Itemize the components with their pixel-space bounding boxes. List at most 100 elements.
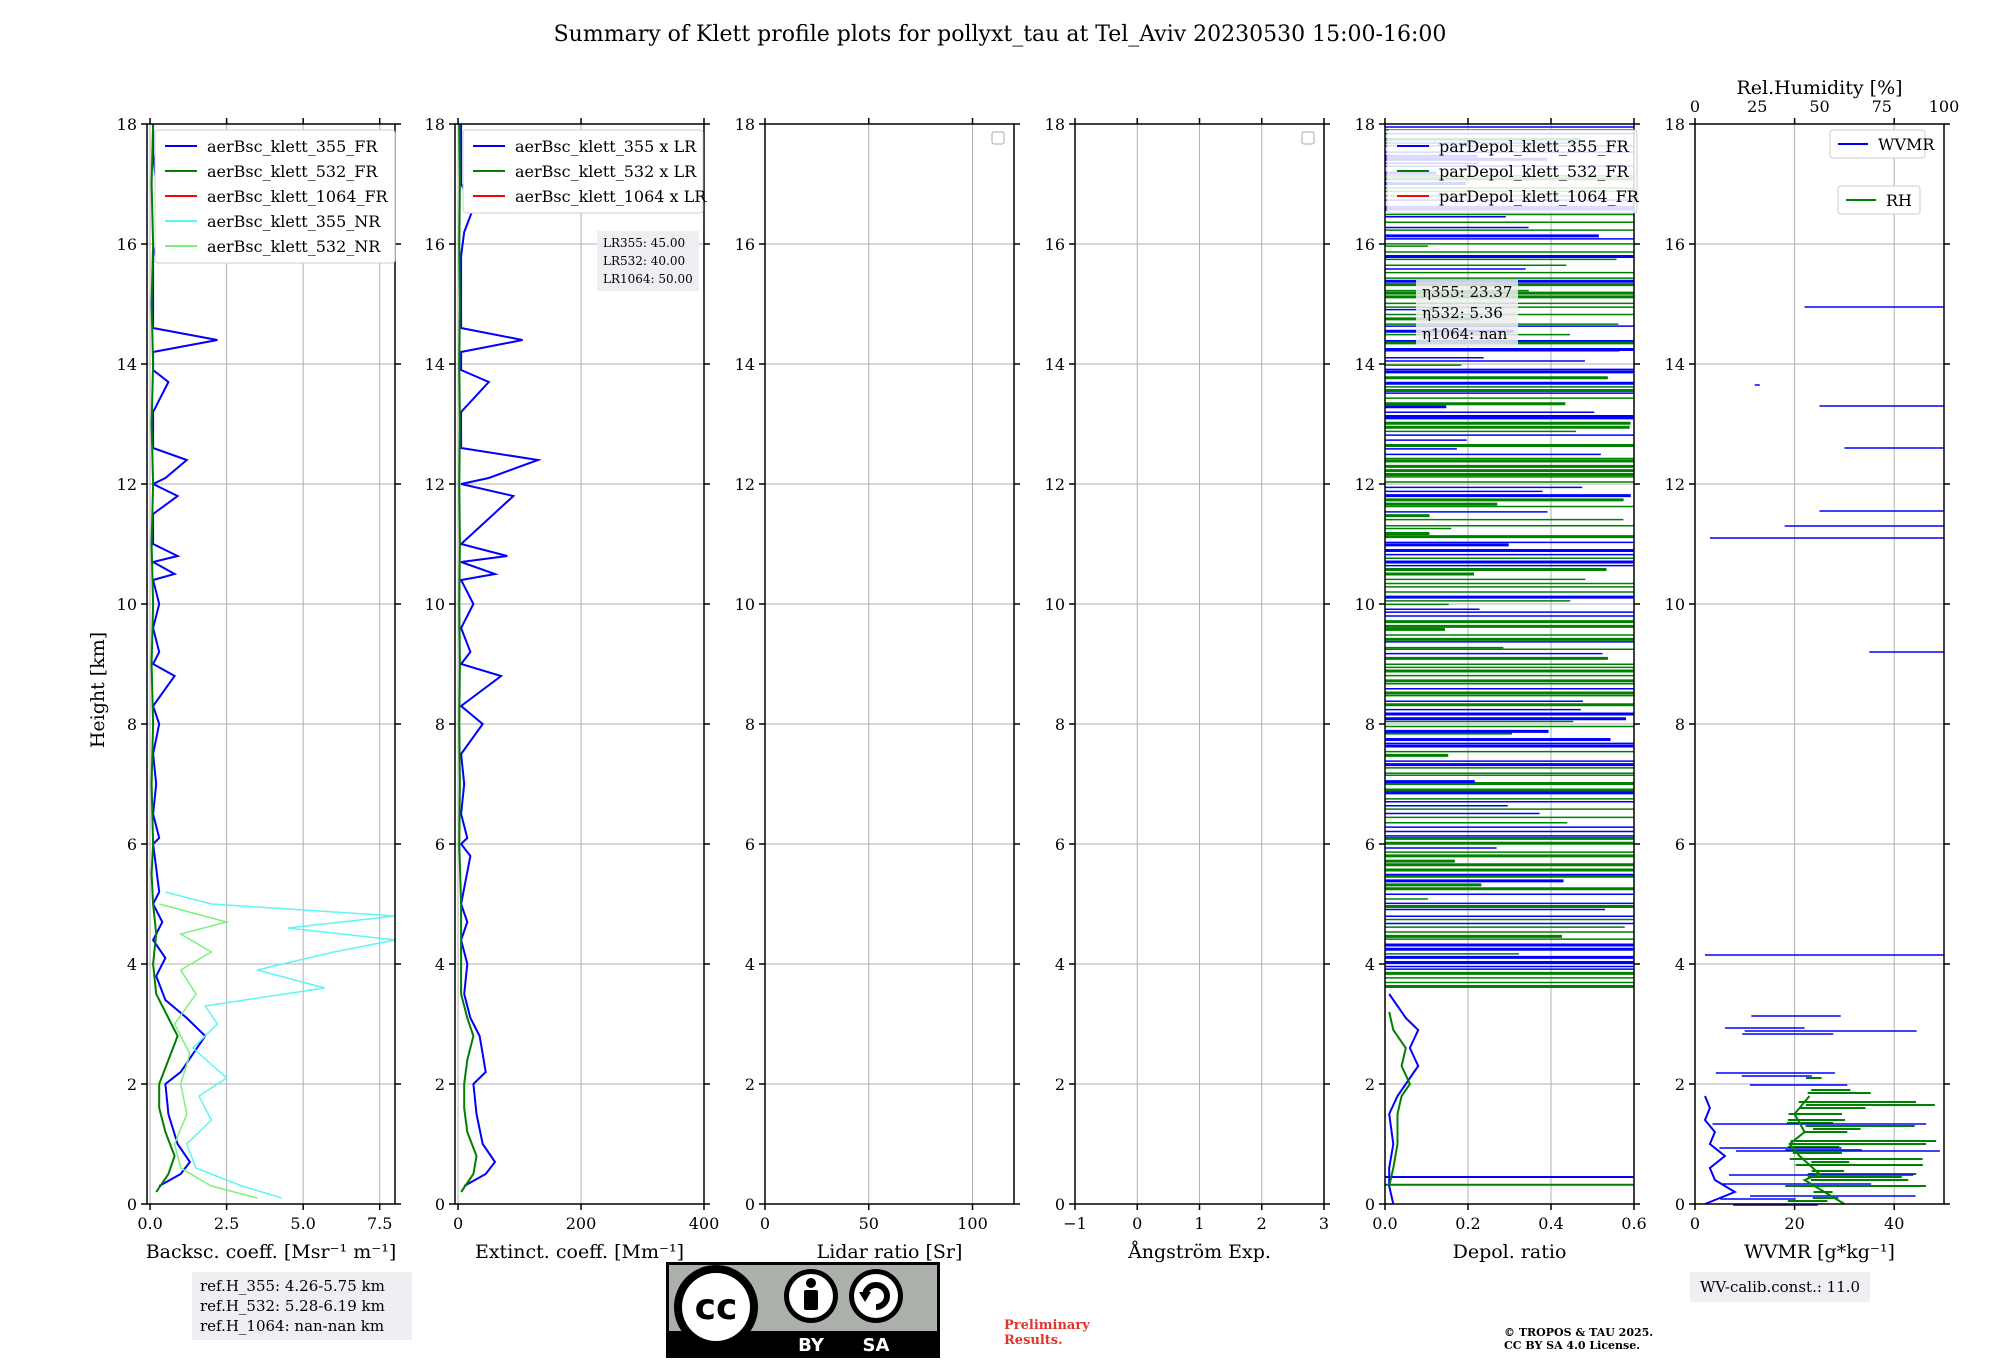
y-tick-label: 8	[1675, 715, 1685, 734]
y-tick-label: 14	[425, 355, 445, 374]
eta532-text: η532: 5.36	[1422, 304, 1503, 322]
empty-legend-box	[1301, 131, 1315, 145]
legend-label: aerBsc_klett_1064 x LR	[515, 187, 707, 206]
series-line-aerBsc_klett_532_NR	[159, 903, 258, 1199]
figure-title: Summary of Klett profile plots for polly…	[553, 22, 1447, 47]
eta1064-text: η1064: nan	[1422, 325, 1508, 343]
legend-box	[1837, 185, 1921, 215]
ref-h-532: ref.H_532: 5.28-6.19 km	[200, 1297, 385, 1315]
y-tick-label: 6	[435, 835, 445, 854]
y-tick-label: 16	[1665, 235, 1685, 254]
plot-frame	[1074, 123, 1325, 1205]
plot-frame	[454, 123, 705, 1205]
y-tick-label: 12	[425, 475, 445, 494]
y-tick-label: 6	[1055, 835, 1065, 854]
y-tick-label: 8	[745, 715, 755, 734]
y-tick-label: 2	[1055, 1075, 1065, 1094]
y-tick-label: 6	[1675, 835, 1685, 854]
y-tick-label: 14	[1665, 355, 1685, 374]
x-tick-label: −1	[1063, 1214, 1087, 1233]
y-tick-label: 2	[1365, 1075, 1375, 1094]
x-tick-label: 0	[760, 1214, 770, 1233]
legend-label: parDepol_klett_355_FR	[1439, 137, 1630, 156]
x-tick-label: 3	[1319, 1214, 1329, 1233]
y-tick-label: 10	[1355, 595, 1375, 614]
legend-box	[154, 129, 396, 264]
legend-label: aerBsc_klett_355 x LR	[515, 137, 697, 156]
series-line-parDepol_klett_532_FR	[1388, 1011, 1412, 1187]
y-tick-label: 0	[127, 1195, 137, 1214]
legend-label: aerBsc_klett_532_NR	[207, 237, 381, 256]
top-tick-label: 100	[1929, 97, 1960, 116]
y-tick-label: 16	[117, 235, 137, 254]
x-tick-label: 100	[957, 1214, 988, 1233]
y-tick-label: 10	[735, 595, 755, 614]
y-tick-label: 12	[1355, 475, 1375, 494]
legend-box	[1386, 129, 1638, 214]
legend-label: RH	[1886, 191, 1912, 210]
plot-frame	[764, 123, 1015, 1205]
y-tick-label: 18	[735, 115, 755, 134]
y-tick-label: 0	[1055, 1195, 1065, 1214]
y-tick-label: 2	[745, 1075, 755, 1094]
sa-label: SA	[863, 1335, 890, 1356]
lr355-text: LR355: 45.00	[603, 236, 686, 250]
y-tick-label: 8	[435, 715, 445, 734]
wv-calibration-box: WV-calib.const.: 11.0	[1690, 1272, 1871, 1302]
y-tick-label: 8	[1365, 715, 1375, 734]
y-tick-label: 4	[1055, 955, 1065, 974]
y-tick-label: 12	[117, 475, 137, 494]
y-tick-label: 12	[1665, 475, 1685, 494]
top-axis-label: Rel.Humidity [%]	[1736, 77, 1902, 99]
x-axis-label: Extinct. coeff. [Mm⁻¹]	[475, 1241, 684, 1263]
y-tick-label: 4	[1675, 955, 1685, 974]
panel-6: 0 2 4 6 8 10 12 14 16 18 0 20 40 WVMR [g*kg⁻¹] Rel.Hum…	[1665, 77, 1960, 1263]
eta-info-box: η355: 23.37 η532: 5.36 η1064: nan	[1416, 280, 1519, 347]
x-tick-label: 0.0	[137, 1214, 162, 1233]
x-tick-label: 0	[1690, 1214, 1700, 1233]
legend-label: WVMR	[1878, 135, 1935, 154]
x-tick-label: 400	[689, 1214, 720, 1233]
x-tick-label: 0	[1132, 1214, 1142, 1233]
series-line-RH	[1788, 1095, 1845, 1205]
y-tick-label: 12	[1045, 475, 1065, 494]
y-tick-label: 10	[1665, 595, 1685, 614]
ref-h-355: ref.H_355: 4.26-5.75 km	[200, 1277, 385, 1295]
y-tick-label: 4	[745, 955, 755, 974]
x-axis-label: Backsc. coeff. [Msr⁻¹ m⁻¹]	[146, 1241, 397, 1263]
top-tick-label: 0	[1690, 97, 1700, 116]
y-tick-label: 4	[1365, 955, 1375, 974]
eta355-text: η355: 23.37	[1422, 283, 1513, 301]
y-tick-label: 14	[735, 355, 755, 374]
lr532-text: LR532: 40.00	[603, 254, 686, 268]
legend-label: aerBsc_klett_532_FR	[207, 162, 378, 181]
y-tick-label: 14	[117, 355, 137, 374]
y-tick-label: 16	[735, 235, 755, 254]
plot-frame	[1384, 123, 1635, 1205]
y-tick-label: 0	[745, 1195, 755, 1214]
y-tick-label: 14	[1355, 355, 1375, 374]
top-tick-label: 25	[1747, 97, 1767, 116]
by-label: BY	[798, 1335, 825, 1356]
y-tick-label: 0	[1365, 1195, 1375, 1214]
x-tick-label: 0.0	[1372, 1214, 1397, 1233]
y-tick-label: 10	[117, 595, 137, 614]
legend-box	[1829, 129, 1926, 159]
y-tick-label: 0	[1675, 1195, 1685, 1214]
y-tick-label: 10	[1045, 595, 1065, 614]
preliminary-line-2: Results.	[1004, 1333, 1063, 1348]
y-tick-label: 6	[745, 835, 755, 854]
x-axis-label: WVMR [g*kg⁻¹]	[1744, 1241, 1895, 1263]
empty-legend-box	[991, 131, 1005, 145]
x-tick-label: 0.6	[1621, 1214, 1646, 1233]
y-tick-label: 2	[127, 1075, 137, 1094]
y-tick-label: 8	[1055, 715, 1065, 734]
x-tick-label: 0.2	[1455, 1214, 1480, 1233]
y-tick-label: 18	[425, 115, 445, 134]
series-line-aerBsc_klett_355_FR	[150, 124, 218, 1187]
y-tick-label: 6	[127, 835, 137, 854]
x-tick-label: 1	[1194, 1214, 1204, 1233]
series-line-aerBsc_klett_532_FR	[150, 123, 179, 1193]
